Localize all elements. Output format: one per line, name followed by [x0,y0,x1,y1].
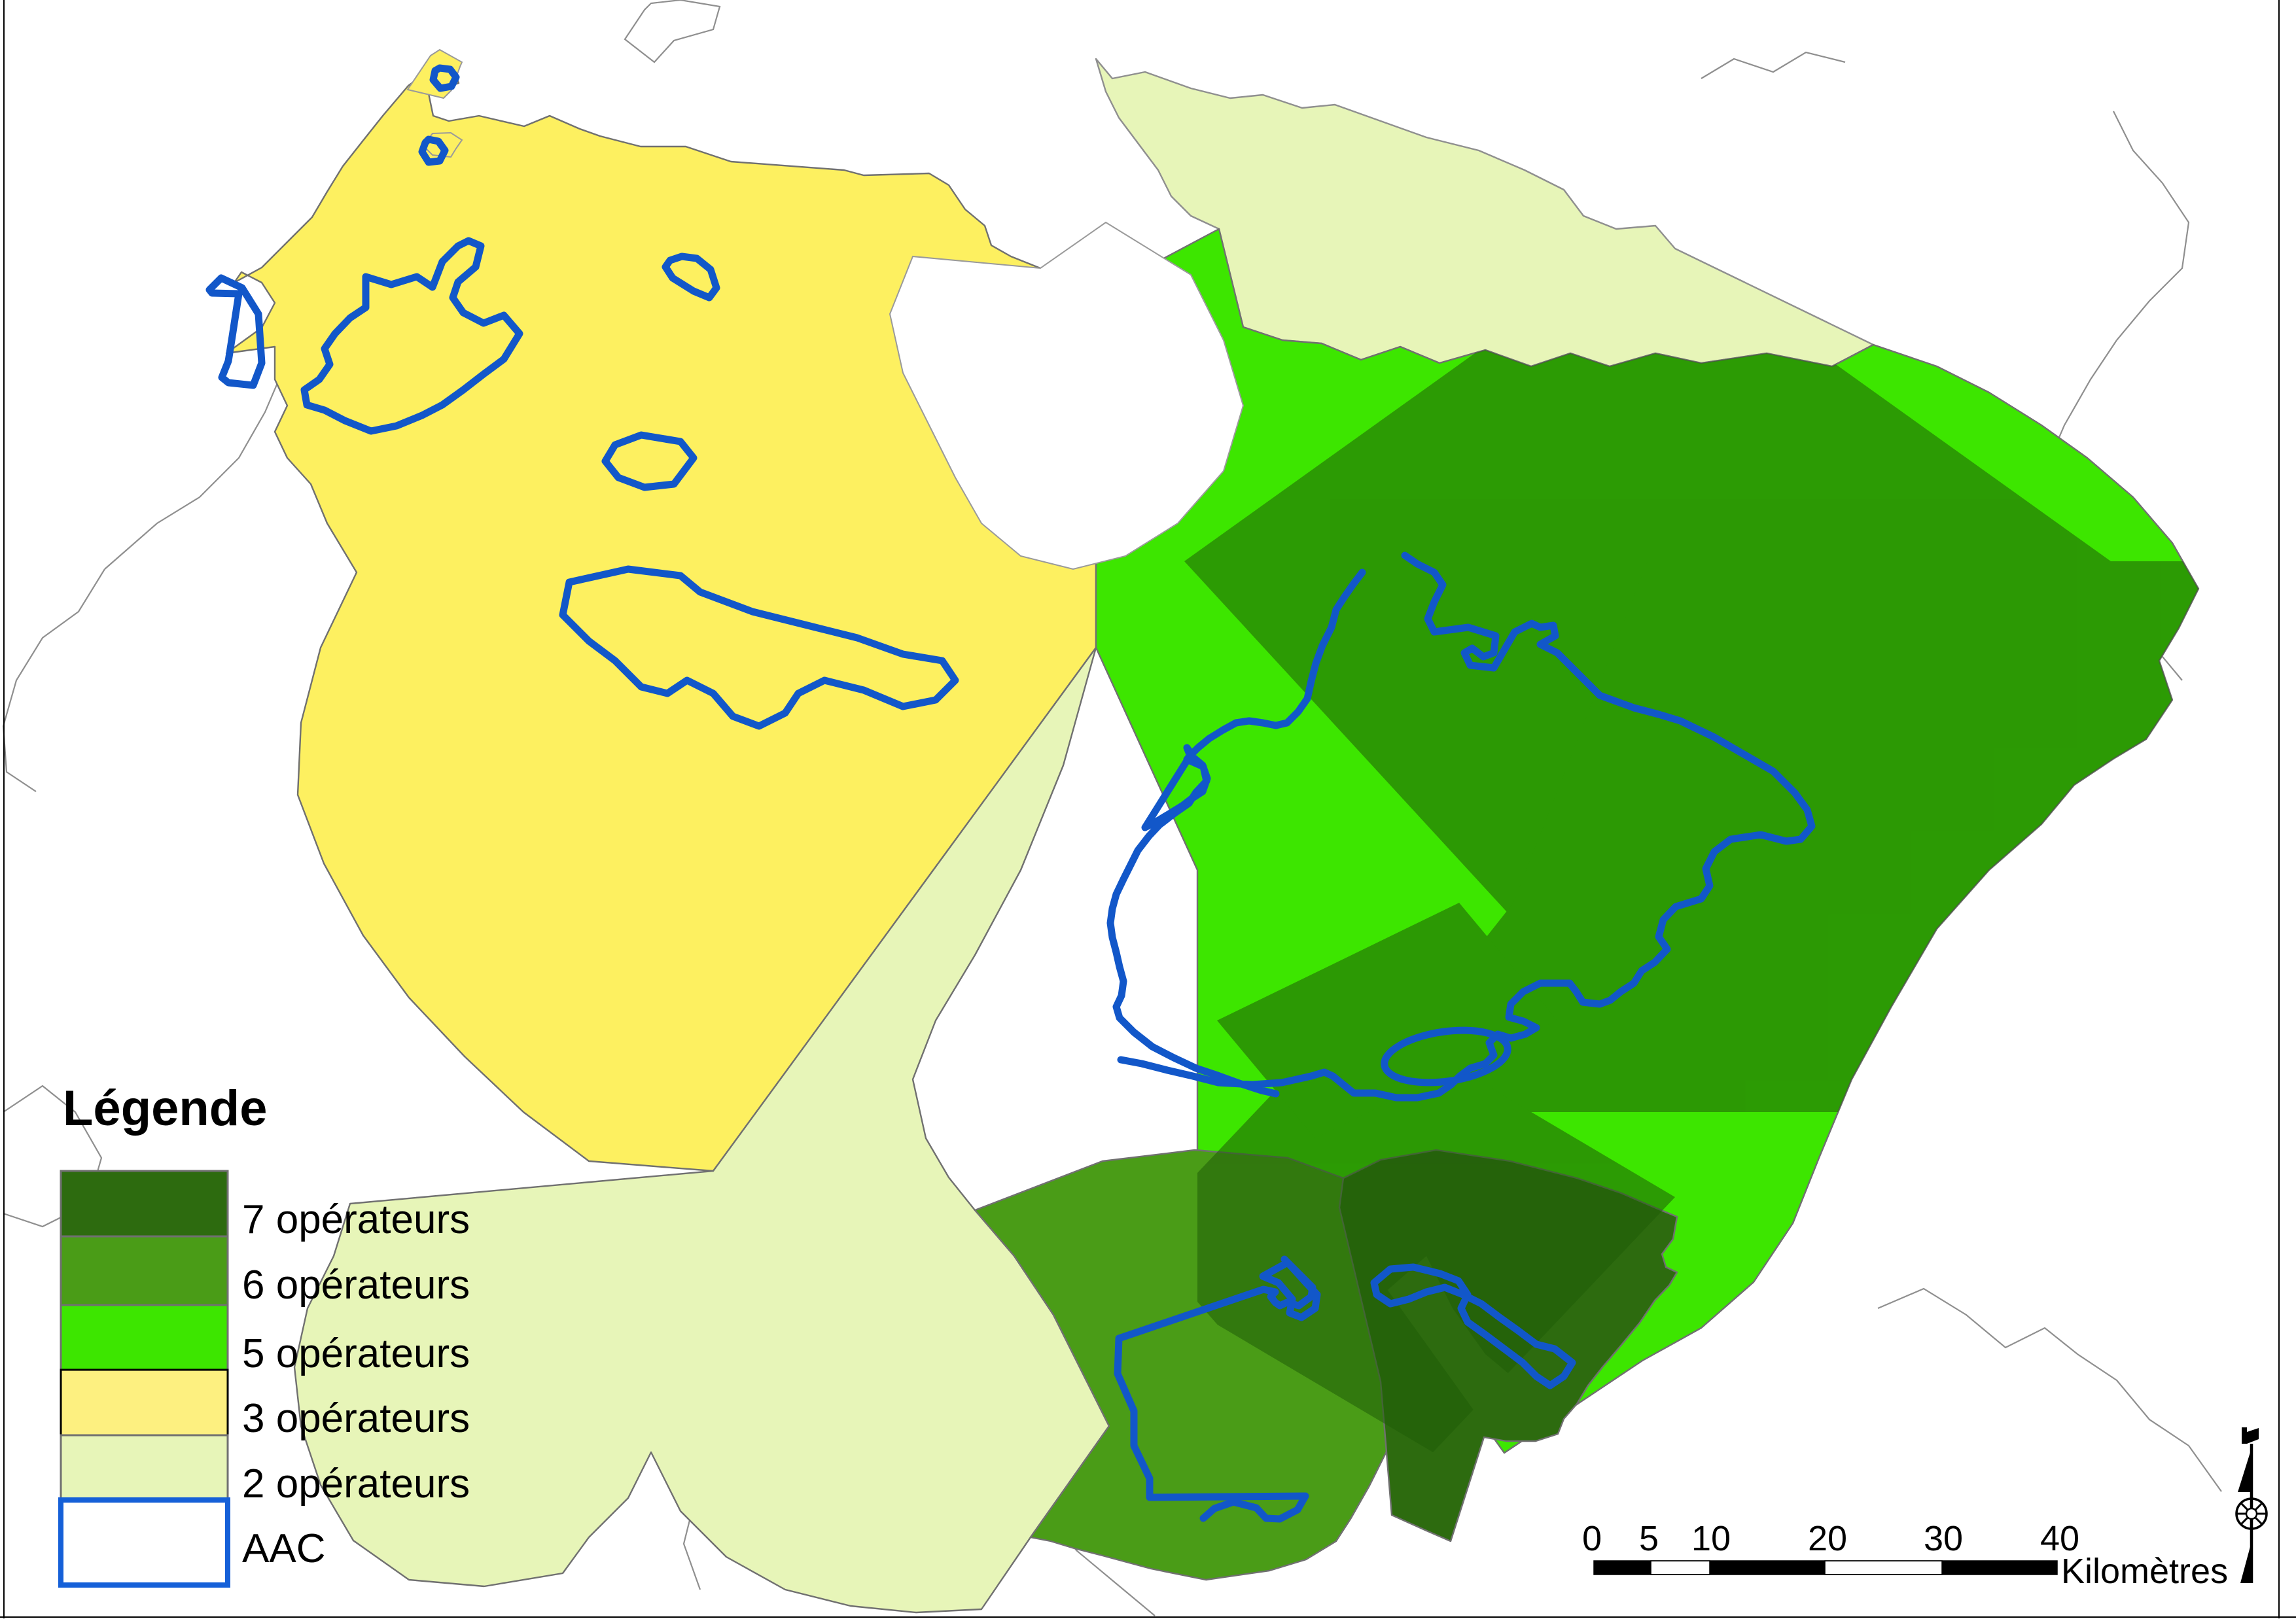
svg-text:5 opérateurs: 5 opérateurs [242,1331,470,1376]
svg-text:30: 30 [1924,1519,1963,1558]
svg-text:Légende: Légende [63,1081,268,1136]
svg-text:AAC: AAC [242,1526,325,1571]
svg-text:6 opérateurs: 6 opérateurs [242,1263,470,1308]
svg-text:0: 0 [1582,1519,1602,1558]
svg-text:Kilomètres: Kilomètres [2061,1552,2228,1591]
svg-text:20: 20 [1808,1519,1847,1558]
svg-text:3 opérateurs: 3 opérateurs [242,1396,470,1441]
svg-text:7 opérateurs: 7 opérateurs [242,1197,470,1242]
svg-text:2 opérateurs: 2 opérateurs [242,1461,470,1507]
svg-text:10: 10 [1691,1519,1731,1558]
svg-text:5: 5 [1639,1519,1659,1558]
